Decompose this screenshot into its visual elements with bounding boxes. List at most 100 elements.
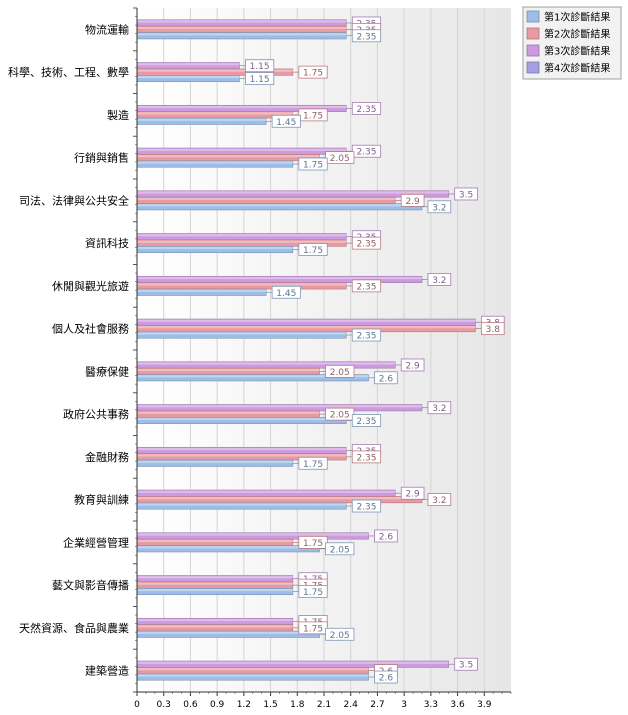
- data-label: 1.45: [276, 118, 296, 128]
- data-label-box: [351, 102, 382, 115]
- bar-highlight: [137, 33, 347, 36]
- data-label-box: [427, 493, 452, 507]
- data-label-box: [298, 65, 328, 79]
- data-label-box: [325, 542, 355, 556]
- data-label: 1.45: [276, 289, 296, 299]
- data-label: 2.9: [405, 361, 420, 371]
- data-label-box: [298, 621, 328, 635]
- data-label-box: [351, 499, 382, 513]
- category-label: 製造: [107, 108, 129, 122]
- data-label: 1.15: [250, 75, 270, 85]
- data-label: 3.2: [432, 496, 446, 506]
- data-label: 1.75: [303, 460, 323, 470]
- data-label: 3.5: [459, 661, 473, 671]
- bar-highlight: [137, 546, 320, 549]
- data-label-box: [374, 529, 398, 543]
- bar-highlight: [137, 368, 320, 372]
- bar-highlight: [137, 411, 320, 414]
- data-label-box: [351, 279, 382, 293]
- bar-highlight: [137, 661, 449, 664]
- data-label: 1.75: [303, 69, 323, 79]
- bar-highlight: [137, 240, 347, 243]
- legend-swatch: [526, 44, 540, 57]
- category-label: 政府公共事務: [63, 407, 129, 421]
- data-label-box: [271, 285, 301, 299]
- data-label: 2.9: [405, 197, 420, 207]
- data-label: 1.75: [303, 539, 323, 549]
- category-label: 行銷與銷售: [74, 151, 129, 165]
- category-label: 企業經營管理: [63, 535, 129, 549]
- bar-highlight: [137, 191, 449, 194]
- category-label: 建築營造: [85, 664, 129, 678]
- data-label-box: [298, 535, 328, 549]
- category-label: 資訊科技: [85, 236, 129, 250]
- bar-highlight: [137, 161, 293, 164]
- bar-highlight: [137, 105, 347, 109]
- bar-highlight: [137, 63, 240, 66]
- x-tick-label: 2.7: [370, 700, 384, 710]
- bar-highlight: [137, 155, 320, 158]
- bar-highlight: [137, 26, 347, 30]
- data-label: 1.75: [303, 111, 323, 121]
- bar-highlight: [137, 197, 396, 201]
- bar-highlight: [137, 118, 267, 121]
- data-label: 2.35: [356, 453, 376, 463]
- data-label-box: [351, 450, 382, 464]
- data-label-box: [454, 187, 478, 201]
- category-label: 教育與訓練: [74, 493, 129, 507]
- data-label-box: [298, 585, 328, 598]
- x-tick-label: 3: [401, 700, 407, 710]
- data-label: 2.05: [330, 154, 350, 164]
- bar-highlight: [137, 460, 293, 463]
- category-label: 科學、技術、工程、數學: [8, 65, 129, 79]
- bar-highlight: [137, 497, 422, 500]
- bar-highlight: [137, 447, 347, 451]
- data-label: 3.2: [432, 203, 446, 213]
- bar-highlight: [137, 631, 320, 634]
- category-label: 藝文與影音傳播: [52, 578, 129, 592]
- data-label-box: [351, 29, 382, 43]
- data-label-box: [480, 322, 505, 336]
- bar-highlight: [137, 375, 369, 378]
- data-label: 1.15: [250, 62, 270, 72]
- x-tick-label: 3.9: [477, 700, 492, 710]
- bar-highlight: [137, 234, 347, 237]
- x-tick-label: 2.1: [317, 700, 331, 710]
- bar-highlight: [137, 582, 293, 585]
- data-label: 2.35: [356, 282, 376, 292]
- bar-highlight: [137, 112, 293, 115]
- data-label-box: [298, 108, 328, 122]
- data-label-box: [454, 657, 478, 671]
- data-label: 2.35: [356, 148, 376, 158]
- data-label-box: [351, 236, 382, 250]
- x-tick-label: 0.9: [210, 700, 225, 710]
- data-label-box: [245, 72, 275, 85]
- data-label-box: [245, 59, 275, 73]
- data-label-box: [298, 243, 328, 256]
- data-label: 2.6: [379, 532, 394, 542]
- data-label: 2.35: [356, 240, 376, 250]
- data-label-box: [374, 670, 398, 684]
- bar-highlight: [137, 362, 396, 365]
- legend-swatch: [526, 10, 540, 23]
- bar-highlight: [137, 576, 293, 579]
- bar-highlight: [137, 276, 422, 280]
- data-label: 1.75: [303, 161, 323, 171]
- bar-highlight: [137, 668, 369, 671]
- x-tick-label: 2.4: [344, 700, 359, 710]
- bar-highlight: [137, 405, 422, 408]
- legend-swatch: [526, 61, 540, 74]
- bar-highlight: [137, 283, 347, 286]
- x-tick-label: 0.6: [183, 700, 198, 710]
- data-label: 3.2: [432, 276, 446, 286]
- data-label: 2.35: [356, 503, 376, 513]
- data-label: 3.5: [459, 190, 473, 200]
- x-tick-label: 1.5: [263, 700, 277, 710]
- bar-highlight: [137, 625, 293, 628]
- data-label: 2.35: [356, 332, 376, 342]
- x-tick-label: 0: [134, 700, 140, 710]
- category-label: 金融財務: [85, 450, 129, 464]
- x-tick-label: 1.8: [290, 700, 305, 710]
